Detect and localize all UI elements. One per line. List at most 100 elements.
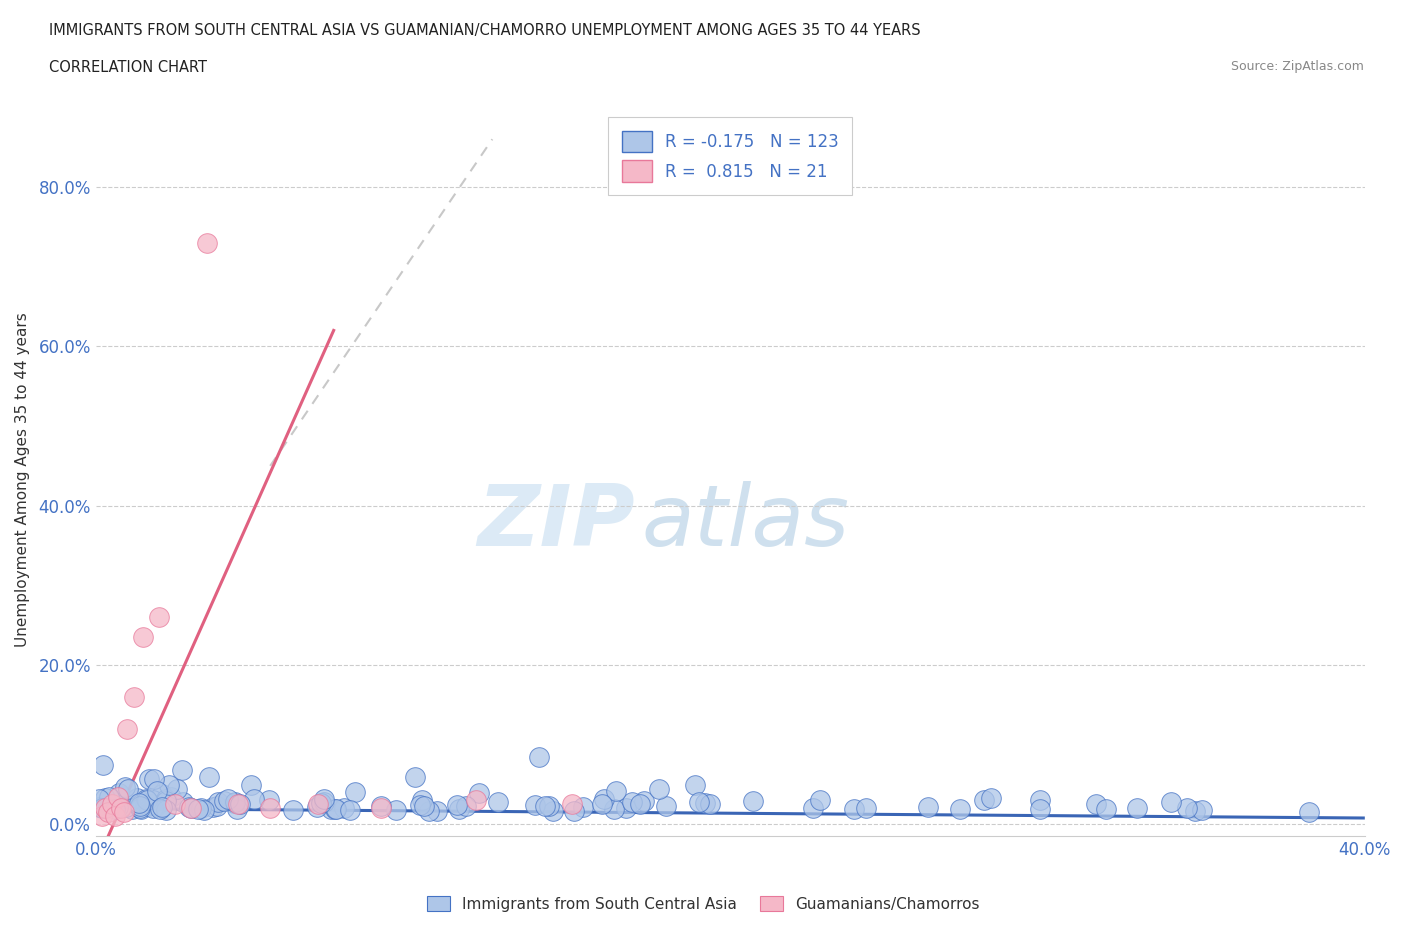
Point bbox=[91, 801, 114, 816]
Point bbox=[135, 791, 157, 806]
Point bbox=[648, 781, 671, 796]
Point bbox=[131, 802, 153, 817]
Point bbox=[98, 790, 121, 804]
Point bbox=[198, 769, 221, 784]
Point bbox=[214, 793, 236, 808]
Point bbox=[855, 800, 877, 815]
Point bbox=[195, 235, 218, 250]
Point bbox=[980, 790, 1002, 805]
Point bbox=[1126, 801, 1149, 816]
Point bbox=[242, 791, 264, 806]
Point bbox=[104, 802, 127, 817]
Point bbox=[172, 795, 194, 810]
Point bbox=[385, 803, 408, 817]
Point bbox=[148, 610, 170, 625]
Point bbox=[591, 797, 613, 812]
Point bbox=[190, 801, 212, 816]
Point bbox=[87, 800, 110, 815]
Point bbox=[155, 792, 177, 807]
Point bbox=[693, 795, 716, 810]
Point bbox=[412, 799, 434, 814]
Point bbox=[312, 795, 335, 810]
Legend: R = -0.175   N = 123, R =  0.815   N = 21: R = -0.175 N = 123, R = 0.815 N = 21 bbox=[609, 117, 852, 195]
Point bbox=[110, 799, 132, 814]
Point bbox=[633, 793, 655, 808]
Point bbox=[107, 785, 129, 800]
Point bbox=[465, 793, 488, 808]
Point bbox=[150, 800, 173, 815]
Point bbox=[527, 750, 550, 764]
Y-axis label: Unemployment Among Ages 35 to 44 years: Unemployment Among Ages 35 to 44 years bbox=[15, 312, 30, 647]
Point bbox=[202, 800, 225, 815]
Point bbox=[132, 630, 155, 644]
Point bbox=[259, 801, 281, 816]
Point bbox=[145, 798, 167, 813]
Point bbox=[150, 787, 173, 802]
Text: atlas: atlas bbox=[641, 481, 849, 565]
Point bbox=[180, 801, 202, 816]
Point bbox=[370, 801, 392, 816]
Point bbox=[127, 790, 149, 805]
Point bbox=[1084, 796, 1107, 811]
Point bbox=[94, 801, 117, 816]
Point bbox=[91, 801, 114, 816]
Point bbox=[1298, 804, 1320, 819]
Point bbox=[166, 782, 188, 797]
Point bbox=[1191, 803, 1213, 817]
Legend: Immigrants from South Central Asia, Guamanians/Chamorros: Immigrants from South Central Asia, Guam… bbox=[420, 889, 986, 918]
Point bbox=[1175, 801, 1198, 816]
Point bbox=[801, 801, 824, 816]
Point bbox=[973, 792, 995, 807]
Point bbox=[572, 799, 595, 814]
Point bbox=[842, 801, 865, 816]
Point bbox=[562, 804, 585, 818]
Point bbox=[257, 792, 280, 807]
Text: CORRELATION CHART: CORRELATION CHART bbox=[49, 60, 207, 75]
Point bbox=[228, 797, 250, 812]
Point bbox=[149, 802, 172, 817]
Point bbox=[117, 781, 139, 796]
Point bbox=[217, 791, 239, 806]
Point bbox=[688, 795, 710, 810]
Point bbox=[122, 689, 145, 704]
Point bbox=[541, 804, 564, 818]
Point bbox=[685, 777, 707, 792]
Point bbox=[239, 777, 262, 792]
Point bbox=[142, 792, 165, 807]
Point bbox=[172, 763, 194, 777]
Point bbox=[603, 802, 626, 817]
Point bbox=[628, 797, 651, 812]
Point bbox=[1160, 794, 1182, 809]
Point bbox=[404, 770, 426, 785]
Point bbox=[468, 786, 491, 801]
Point bbox=[135, 793, 157, 808]
Point bbox=[344, 785, 367, 800]
Point bbox=[143, 771, 166, 786]
Point bbox=[309, 795, 332, 810]
Point bbox=[411, 792, 433, 807]
Point bbox=[307, 800, 329, 815]
Point bbox=[180, 801, 202, 816]
Point bbox=[325, 802, 347, 817]
Point bbox=[222, 795, 245, 810]
Point bbox=[155, 793, 177, 808]
Point bbox=[224, 794, 246, 809]
Point bbox=[1029, 792, 1052, 807]
Point bbox=[454, 798, 477, 813]
Point bbox=[94, 790, 117, 805]
Point bbox=[486, 794, 509, 809]
Point bbox=[155, 803, 177, 817]
Point bbox=[1095, 802, 1118, 817]
Point bbox=[333, 801, 356, 816]
Point bbox=[129, 801, 152, 816]
Point bbox=[370, 798, 392, 813]
Point bbox=[283, 803, 305, 817]
Point bbox=[605, 783, 627, 798]
Point bbox=[179, 800, 201, 815]
Point bbox=[187, 802, 209, 817]
Point bbox=[447, 802, 470, 817]
Point bbox=[229, 797, 252, 812]
Point bbox=[592, 791, 614, 806]
Point bbox=[117, 722, 139, 737]
Text: IMMIGRANTS FROM SOUTH CENTRAL ASIA VS GUAMANIAN/CHAMORRO UNEMPLOYMENT AMONG AGES: IMMIGRANTS FROM SOUTH CENTRAL ASIA VS GU… bbox=[49, 23, 921, 38]
